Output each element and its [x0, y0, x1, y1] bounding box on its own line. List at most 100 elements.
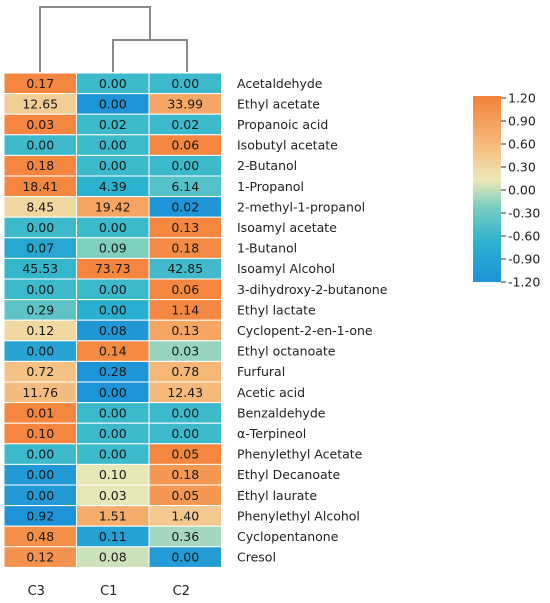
cell-value-label: 0.13: [171, 323, 199, 338]
colorbar-tick-label: 0.00: [508, 183, 536, 198]
row-label: 2-methyl-1-propanol: [237, 199, 365, 214]
column-label: C3: [28, 584, 45, 599]
cell-value-label: 0.18: [171, 241, 199, 256]
heatmap-cell: [148, 546, 222, 568]
cell-value-label: 0.00: [99, 96, 127, 111]
row-label: Acetaldehyde: [237, 76, 323, 91]
cell-value-label: 0.00: [99, 426, 127, 441]
cell-value-label: 73.73: [95, 261, 131, 276]
row-label: Isoamyl acetate: [237, 220, 337, 235]
cell-value-label: 0.00: [99, 405, 127, 420]
heatmap-cells: 0.17 0.00 0.00 12.65 0.00 33.99 0.03 0.02 0.02 0.…: [3, 72, 222, 568]
colorbar-tick-label: 0.90: [508, 114, 536, 129]
cell-value-label: 0.00: [99, 282, 127, 297]
cell-value-label: 18.41: [22, 179, 58, 194]
cell-value-label: 4.39: [99, 179, 127, 194]
colorbar-tick-label: -0.30: [508, 206, 540, 221]
cell-value-label: 0.17: [26, 76, 54, 91]
cell-value-label: 45.53: [22, 261, 58, 276]
row-label: Propanoic acid: [237, 117, 328, 132]
row-label: 1-Butanol: [237, 241, 297, 256]
column-labels: C3 C1 C2: [28, 584, 190, 599]
row-label: Benzaldehyde: [237, 405, 326, 420]
row-label: Acetic acid: [237, 385, 305, 400]
row-label: 2-Butanol: [237, 158, 297, 173]
cell-value-label: 0.00: [171, 550, 199, 565]
colorbar: 1.20 0.90 0.60 0.30 0.00 -0.30 -0.60 -0.90 -1.20: [473, 91, 540, 290]
row-labels: Acetaldehyde Ethyl acetate Propanoic acid I…: [237, 76, 388, 565]
cell-value-label: 0.14: [99, 344, 127, 359]
cell-value-label: 0.00: [99, 76, 127, 91]
cell-value-label: 0.02: [171, 117, 199, 132]
cell-value-label: 0.48: [26, 529, 54, 544]
cell-value-label: 0.00: [26, 488, 54, 503]
colorbar-ticks: 1.20 0.90 0.60 0.30 0.00 -0.30 -0.60 -0.90 -1.20: [501, 91, 540, 290]
row-label: Ethyl octanoate: [237, 344, 336, 359]
row-label: Ethyl Decanoate: [237, 467, 341, 482]
row-label: Phenylethyl Acetate: [237, 447, 363, 462]
colorbar-gradient: [473, 96, 501, 282]
cell-value-label: 8.45: [26, 199, 54, 214]
cell-value-label: 11.76: [22, 385, 58, 400]
colorbar-tick-label: -0.60: [508, 229, 540, 244]
row-label: 3-dihydroxy-2-butanone: [237, 282, 388, 297]
cell-value-label: 0.02: [171, 199, 199, 214]
cell-value-label: 42.85: [167, 261, 203, 276]
cell-value-label: 0.12: [26, 550, 54, 565]
cell-value-label: 0.00: [171, 426, 199, 441]
cell-value-label: 0.00: [26, 282, 54, 297]
dendrogram-branch-c3-cluster: [39, 6, 151, 72]
column-label: C2: [173, 584, 190, 599]
row-label: Ethyl lactate: [237, 302, 316, 317]
cell-value-label: 0.02: [99, 117, 127, 132]
row-label: 1-Propanol: [237, 179, 304, 194]
column-label: C1: [100, 584, 117, 599]
row-label: Isobutyl acetate: [237, 138, 338, 153]
cell-value-label: 0.00: [171, 158, 199, 173]
cell-value-label: 0.00: [171, 405, 199, 420]
cell-value-label: 0.10: [99, 467, 127, 482]
cell-value-label: 0.00: [99, 302, 127, 317]
cell-value-label: 0.92: [26, 508, 54, 523]
cell-value-label: 0.03: [99, 488, 127, 503]
cell-value-label: 0.00: [26, 220, 54, 235]
colorbar-tick-label: 0.60: [508, 137, 536, 152]
cell-value-label: 1.40: [171, 508, 199, 523]
cell-value-label: 0.05: [171, 447, 199, 462]
cell-value-label: 0.18: [26, 158, 54, 173]
cell-value-label: 33.99: [167, 96, 203, 111]
cell-value-label: 0.03: [171, 344, 199, 359]
column-dendrogram: [39, 6, 188, 72]
row-label: Ethyl acetate: [237, 96, 320, 111]
cell-value-label: 0.13: [171, 220, 199, 235]
cell-value-label: 0.18: [171, 467, 199, 482]
cell-value-label: 0.28: [99, 364, 127, 379]
cell-value-label: 0.10: [26, 426, 54, 441]
row-label: Cyclopent-2-en-1-one: [237, 323, 373, 338]
cell-value-label: 0.08: [99, 323, 127, 338]
colorbar-tick-label: -1.20: [508, 275, 540, 290]
cell-value-label: 0.00: [99, 385, 127, 400]
cell-value-label: 0.03: [26, 117, 54, 132]
cell-value-label: 0.29: [26, 302, 54, 317]
cell-value-label: 0.00: [26, 138, 54, 153]
row-label: Isoamyl Alcohol: [237, 261, 335, 276]
cell-value-label: 6.14: [171, 179, 199, 194]
cell-value-label: 0.06: [171, 282, 199, 297]
cell-value-label: 0.05: [171, 488, 199, 503]
cell-value-label: 0.01: [26, 405, 54, 420]
cell-value-label: 0.36: [171, 529, 199, 544]
cell-value-label: 0.00: [99, 158, 127, 173]
colorbar-tick-label: 0.30: [508, 160, 536, 175]
cell-value-label: 0.08: [99, 550, 127, 565]
cell-value-label: 0.11: [99, 529, 127, 544]
cell-value-label: 12.65: [22, 96, 58, 111]
cell-value-label: 1.51: [99, 508, 127, 523]
cell-value-label: 0.78: [171, 364, 199, 379]
row-label: Ethyl laurate: [237, 488, 317, 503]
row-label: Furfural: [237, 364, 285, 379]
cell-value-label: 1.14: [171, 302, 199, 317]
row-label: Phenylethyl Alcohol: [237, 508, 360, 523]
cell-value-label: 0.09: [99, 241, 127, 256]
cell-value-label: 0.12: [26, 323, 54, 338]
